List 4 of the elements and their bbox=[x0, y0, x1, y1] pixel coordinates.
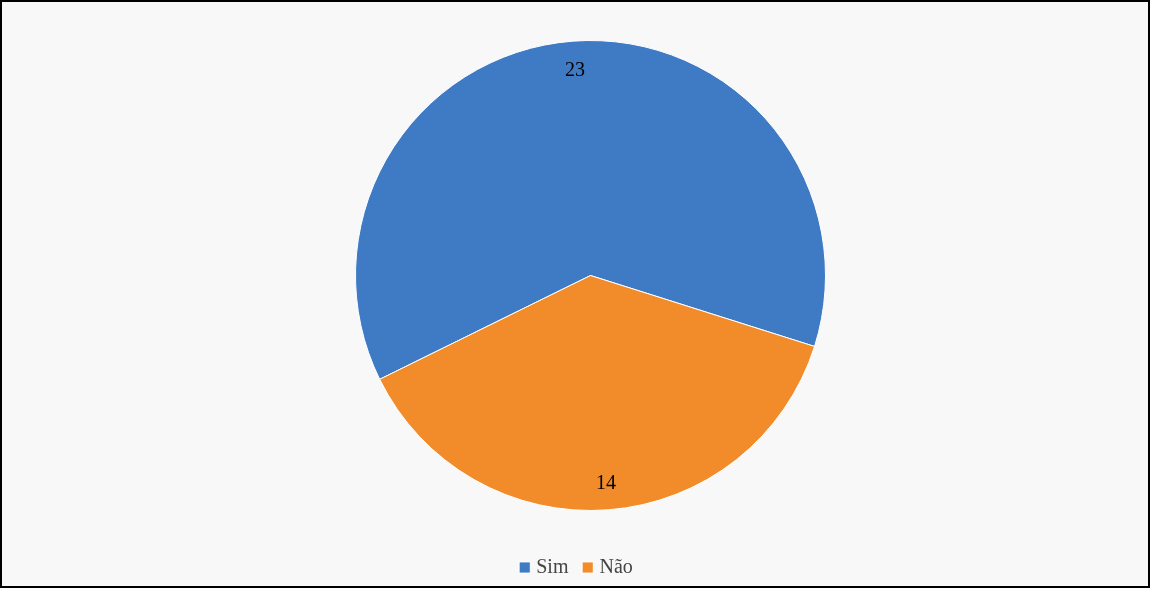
legend-label: Sim bbox=[536, 555, 569, 578]
legend-label: Não bbox=[599, 555, 633, 578]
data-label: 14 bbox=[596, 470, 617, 493]
data-label: 23 bbox=[564, 58, 585, 81]
